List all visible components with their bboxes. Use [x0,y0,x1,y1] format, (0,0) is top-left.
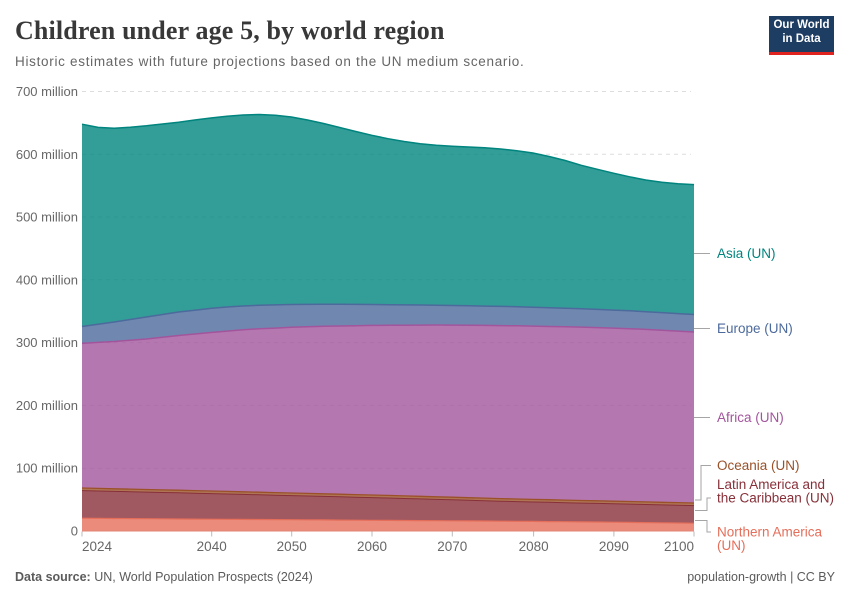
svg-text:600 million: 600 million [16,147,78,162]
svg-text:2060: 2060 [357,539,387,554]
svg-text:2040: 2040 [197,539,227,554]
svg-text:2070: 2070 [437,539,467,554]
svg-text:2090: 2090 [599,539,629,554]
svg-text:100 million: 100 million [16,461,78,476]
svg-text:(UN): (UN) [717,538,746,553]
svg-text:400 million: 400 million [16,272,78,287]
svg-text:Northern America: Northern America [717,525,823,540]
svg-text:2050: 2050 [277,539,307,554]
svg-text:200 million: 200 million [16,398,78,413]
svg-text:0: 0 [71,524,78,539]
svg-text:2080: 2080 [519,539,549,554]
svg-text:Africa (UN): Africa (UN) [717,410,784,425]
svg-text:700 million: 700 million [16,84,78,99]
svg-text:300 million: 300 million [16,335,78,350]
svg-text:Oceania (UN): Oceania (UN) [717,458,800,473]
svg-text:the Caribbean (UN): the Caribbean (UN) [717,491,834,506]
svg-text:Asia (UN): Asia (UN) [717,246,776,261]
svg-text:2024: 2024 [82,539,113,554]
svg-text:Europe (UN): Europe (UN) [717,321,793,336]
svg-text:2100: 2100 [664,539,694,554]
svg-text:Latin America and: Latin America and [717,477,825,492]
svg-text:500 million: 500 million [16,210,78,225]
